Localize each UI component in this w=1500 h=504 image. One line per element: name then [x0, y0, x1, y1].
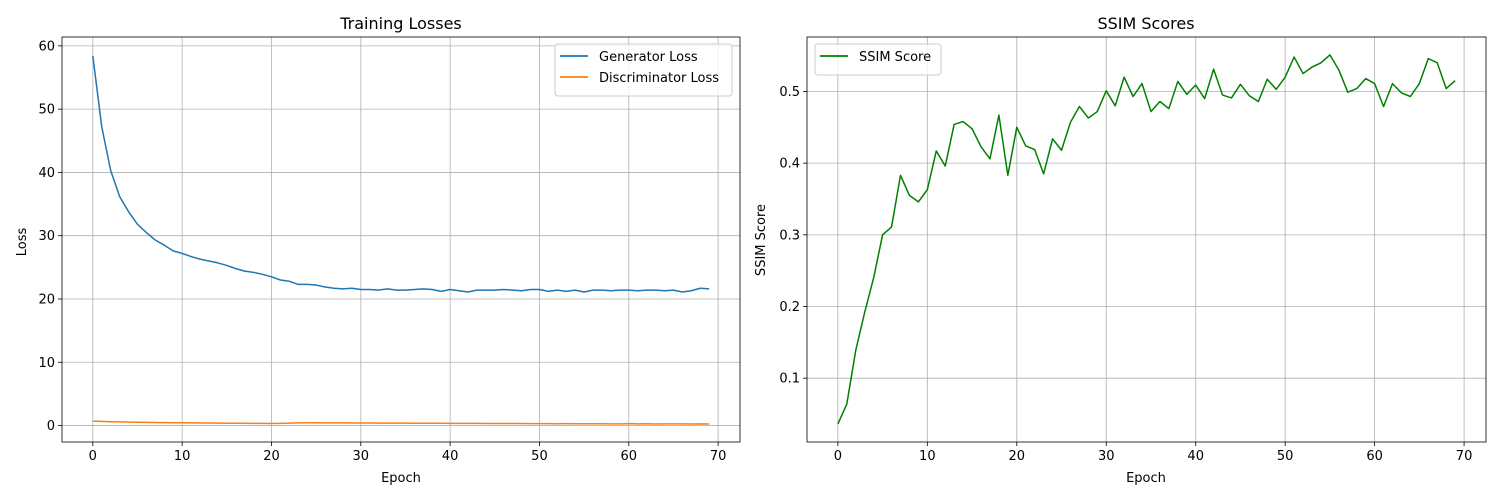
- y-axis-label: Loss: [15, 228, 30, 257]
- x-tick-label: 70: [1456, 449, 1473, 464]
- training-losses-panel: Training Losses Epoch Loss 0 10 20 30 40 50 60…: [15, 14, 741, 486]
- y-tick-label: 0.4: [779, 157, 800, 172]
- y-tick-label: 60: [38, 39, 55, 54]
- ssim-scores-panel: SSIM Scores Epoch SSIM Score 0 10 20 30 40 50…: [754, 14, 1487, 486]
- x-axis-label: Epoch: [1126, 471, 1166, 486]
- x-tick-label: 0: [834, 449, 842, 464]
- y-tick-label: 40: [38, 166, 55, 181]
- x-tick-label: 0: [89, 449, 97, 464]
- series-line: [837, 54, 1456, 425]
- legend-label: Generator Loss: [599, 50, 698, 65]
- legend-label: Discriminator Loss: [599, 71, 719, 86]
- grid: [62, 37, 740, 442]
- legend: Generator Loss Discriminator Loss: [554, 43, 733, 97]
- chart-title: SSIM Scores: [1097, 14, 1194, 33]
- x-tick-label: 30: [1098, 449, 1115, 464]
- series-line: [92, 420, 710, 425]
- series-line: [92, 55, 710, 293]
- axes-frame: [806, 36, 1487, 443]
- x-tick-label: 60: [1366, 449, 1383, 464]
- x-tick-label: 50: [1277, 449, 1294, 464]
- grid: [807, 37, 1486, 442]
- y-tick-label: 10: [38, 356, 55, 371]
- y-tick-label: 0.3: [779, 228, 800, 243]
- y-tick-label: 0.5: [779, 85, 800, 100]
- y-tick-label: 50: [38, 103, 55, 118]
- chart-title: Training Losses: [339, 14, 462, 33]
- x-tick-label: 10: [174, 449, 191, 464]
- y-tick-label: 0.2: [779, 300, 800, 315]
- legend-label: SSIM Score: [859, 50, 931, 65]
- legend-box: [554, 43, 733, 97]
- legend-box: [814, 43, 942, 76]
- x-tick-label: 40: [442, 449, 459, 464]
- y-tick-label: 20: [38, 292, 55, 307]
- axes-frame: [61, 36, 741, 443]
- y-tick-label: 0.1: [779, 372, 800, 387]
- x-tick-label: 20: [1009, 449, 1026, 464]
- x-tick-label: 10: [919, 449, 936, 464]
- x-tick-label: 70: [710, 449, 727, 464]
- x-tick-label: 50: [531, 449, 548, 464]
- x-tick-label: 20: [263, 449, 280, 464]
- x-tick-label: 40: [1187, 449, 1204, 464]
- x-axis-label: Epoch: [381, 471, 421, 486]
- legend: SSIM Score: [814, 43, 942, 76]
- y-tick-label: 0: [47, 419, 55, 434]
- x-tick-label: 60: [621, 449, 638, 464]
- y-axis-label: SSIM Score: [754, 204, 769, 276]
- x-tick-label: 30: [353, 449, 370, 464]
- y-tick-label: 30: [38, 229, 55, 244]
